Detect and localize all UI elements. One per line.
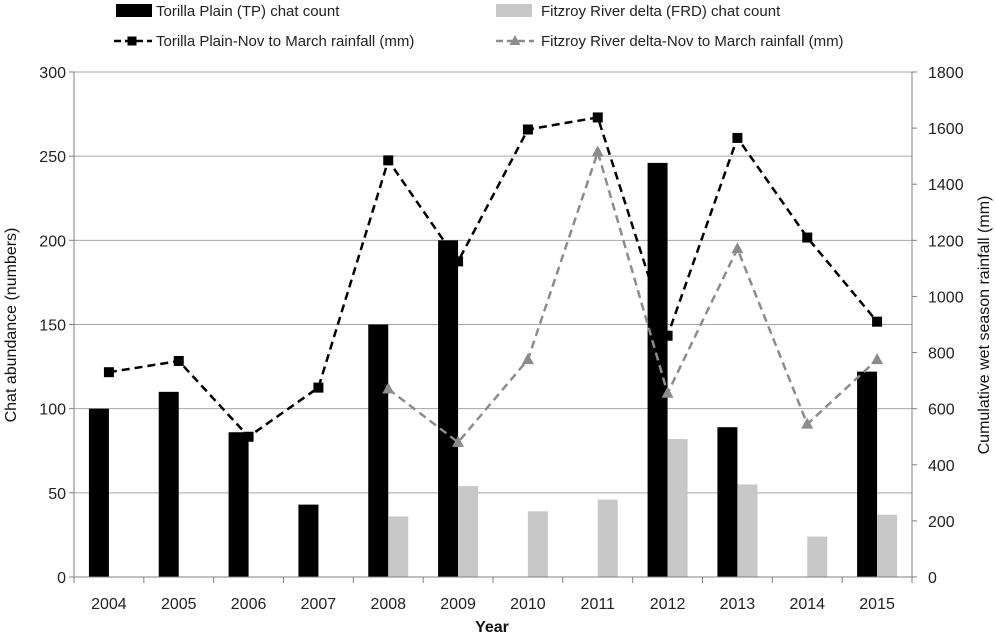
point-frd-rainfall xyxy=(661,386,674,398)
point-tp-rainfall xyxy=(453,256,464,267)
legend-label-tp-rainfall: Torilla Plain-Nov to March rainfall (mm) xyxy=(156,33,414,50)
point-tp-rainfall xyxy=(732,132,743,143)
point-frd-rainfall xyxy=(731,242,744,254)
x-tick-label: 2014 xyxy=(789,596,825,613)
bar-tp-count xyxy=(857,371,878,577)
x-tick-label: 2010 xyxy=(510,596,546,613)
x-tick-label: 2007 xyxy=(301,596,337,613)
gridlines xyxy=(74,71,912,494)
axes xyxy=(69,71,917,583)
legend-marker-tp-rainfall xyxy=(127,36,137,46)
legend-label-frd-rainfall: Fitzroy River delta-Nov to March rainfal… xyxy=(541,33,844,50)
bars xyxy=(88,162,898,578)
y2-tick-label: 0 xyxy=(928,570,937,587)
point-tp-rainfall xyxy=(522,124,533,135)
y2-tick-label: 200 xyxy=(928,514,955,531)
point-tp-rainfall xyxy=(383,155,394,166)
y2-tick-label: 1600 xyxy=(928,121,964,138)
point-frd-rainfall xyxy=(382,382,395,394)
y2-tick-label: 600 xyxy=(928,402,955,419)
y-tick-label: 0 xyxy=(57,570,66,587)
bar-frd-count xyxy=(597,499,618,577)
legend-label-tp-count: Torilla Plain (TP) chat count xyxy=(156,3,340,20)
y2-tick-label: 1400 xyxy=(928,177,964,194)
bar-tp-count xyxy=(368,324,389,577)
bar-tp-count xyxy=(717,427,738,577)
tick-labels: 0 50 100 150 200 250 300 0 200 400 600 800 1000 1200 1… xyxy=(39,65,963,613)
x-axis-title: Year xyxy=(475,619,509,636)
bar-frd-count xyxy=(388,516,409,577)
y-axis-title: Chat abundance (numbers) xyxy=(3,228,20,423)
y-tick-label: 100 xyxy=(39,402,66,419)
bar-frd-count xyxy=(737,484,758,577)
y-tick-label: 300 xyxy=(39,65,66,82)
x-tick-label: 2013 xyxy=(720,596,756,613)
point-tp-rainfall xyxy=(103,367,114,378)
point-frd-rainfall xyxy=(521,353,534,365)
legend-swatch-frd-count xyxy=(496,4,532,17)
bar-tp-count xyxy=(158,391,179,577)
bar-tp-count xyxy=(438,240,459,578)
bar-frd-count xyxy=(877,514,898,577)
bar-tp-count xyxy=(228,432,249,577)
y-tick-label: 200 xyxy=(39,233,66,250)
bar-frd-count xyxy=(458,486,479,577)
line-frd-rainfall xyxy=(387,147,878,445)
y2-tick-label: 800 xyxy=(928,346,955,363)
y2-tick-label: 1000 xyxy=(928,289,964,306)
bar-frd-count xyxy=(527,511,548,577)
y2-tick-label: 1800 xyxy=(928,65,964,82)
y-tick-label: 150 xyxy=(39,318,66,335)
point-tp-rainfall xyxy=(243,431,254,442)
y2-tick-label: 1200 xyxy=(928,233,964,250)
point-tp-rainfall xyxy=(592,112,603,123)
legend: Torilla Plain (TP) chat count Fitzroy Ri… xyxy=(114,3,844,50)
bar-tp-count xyxy=(298,504,319,577)
x-tick-label: 2004 xyxy=(91,596,127,613)
y-tick-label: 50 xyxy=(48,486,66,503)
x-tick-label: 2009 xyxy=(440,596,476,613)
point-tp-rainfall xyxy=(313,382,324,393)
point-tp-rainfall xyxy=(802,232,813,243)
rainfall-lines xyxy=(103,112,884,447)
line-tp-rainfall xyxy=(108,115,879,439)
legend-swatch-tp-count xyxy=(116,4,152,17)
x-tick-label: 2015 xyxy=(859,596,895,613)
point-frd-rainfall xyxy=(452,435,465,447)
bar-tp-count xyxy=(647,162,668,577)
x-tick-label: 2011 xyxy=(581,596,616,613)
y2-axis-title: Cumulative wet season rainfall (mm) xyxy=(976,196,993,455)
point-frd-rainfall xyxy=(801,417,814,429)
x-tick-label: 2005 xyxy=(161,596,197,613)
legend-label-frd-count: Fitzroy River delta (FRD) chat count xyxy=(541,3,781,20)
x-tick-label: 2006 xyxy=(231,596,267,613)
bar-tp-count xyxy=(88,408,109,577)
bar-frd-count xyxy=(807,536,828,577)
x-tick-label: 2012 xyxy=(650,596,686,613)
y2-tick-label: 400 xyxy=(928,458,955,475)
bar-frd-count xyxy=(667,438,688,577)
x-tick-label: 2008 xyxy=(370,596,406,613)
point-frd-rainfall xyxy=(871,353,884,365)
point-tp-rainfall xyxy=(872,316,883,327)
point-frd-rainfall xyxy=(591,145,604,157)
y-tick-label: 250 xyxy=(39,149,66,166)
legend-marker-frd-rainfall xyxy=(509,35,521,45)
point-tp-rainfall xyxy=(662,330,673,341)
point-tp-rainfall xyxy=(173,355,184,366)
